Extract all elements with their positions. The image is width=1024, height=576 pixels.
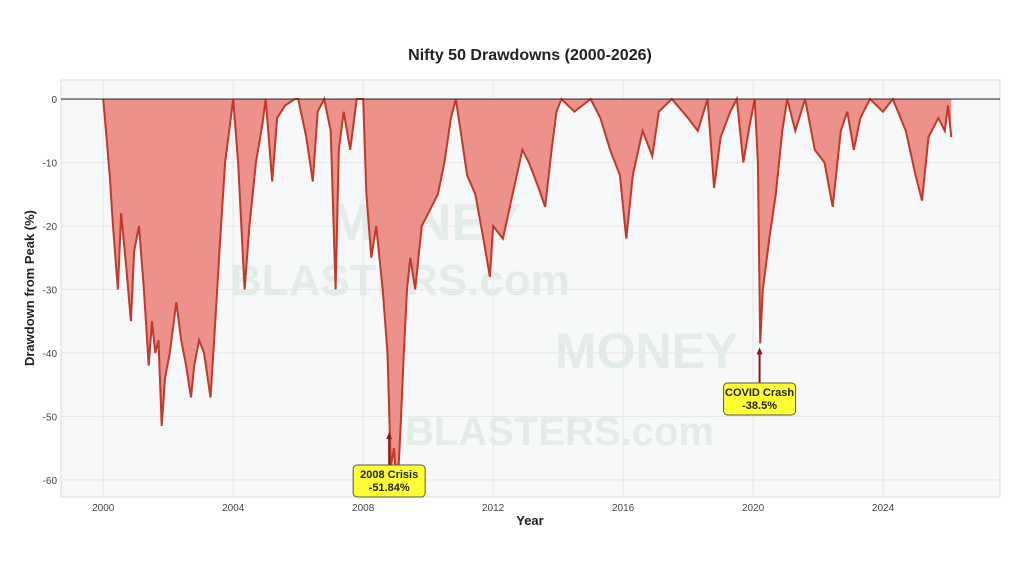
arrow-head-icon — [756, 347, 763, 355]
drawdown-line — [102, 95, 953, 493]
y-tick-label: -10 — [43, 159, 58, 170]
annotation-label: 2008 Crisis — [360, 469, 418, 481]
watermark-text: BLASTERS.com — [405, 410, 714, 454]
x-tick-label: 2012 — [482, 503, 505, 514]
annotation-label: COVID Crash — [725, 387, 794, 399]
y-tick-label: 0 — [51, 95, 57, 106]
x-tick-label: 2020 — [742, 503, 765, 514]
annotation: COVID Crash-38.5% — [723, 347, 797, 416]
annotation-box — [723, 382, 797, 416]
annotation-value: -38.5% — [742, 400, 777, 412]
x-tick-label: 2004 — [222, 503, 245, 514]
annotation: 2008 Crisis-51.84% — [352, 432, 426, 498]
y-tick-label: -40 — [43, 349, 58, 360]
y-tick-label: -30 — [43, 285, 58, 296]
y-tick-label: -50 — [43, 412, 58, 423]
chart-title: Nifty 50 Drawdowns (2000-2026) — [408, 47, 652, 64]
x-axis-label: Year — [516, 513, 543, 528]
x-tick-label: 2000 — [92, 503, 115, 514]
annotation-box — [352, 464, 426, 498]
arrow-head-icon — [386, 432, 393, 440]
y-axis-label: Drawdown from Peak (%) — [22, 210, 37, 366]
y-tick-label: -20 — [43, 222, 58, 233]
watermark-text: MONEY — [555, 323, 738, 379]
annotation-value: -51.84% — [369, 482, 410, 494]
x-tick-label: 2016 — [612, 503, 635, 514]
drawdown-area — [103, 99, 952, 493]
y-tick-label: -60 — [43, 476, 58, 487]
x-tick-label: 2008 — [352, 503, 375, 514]
x-tick-label: 2024 — [872, 503, 895, 514]
